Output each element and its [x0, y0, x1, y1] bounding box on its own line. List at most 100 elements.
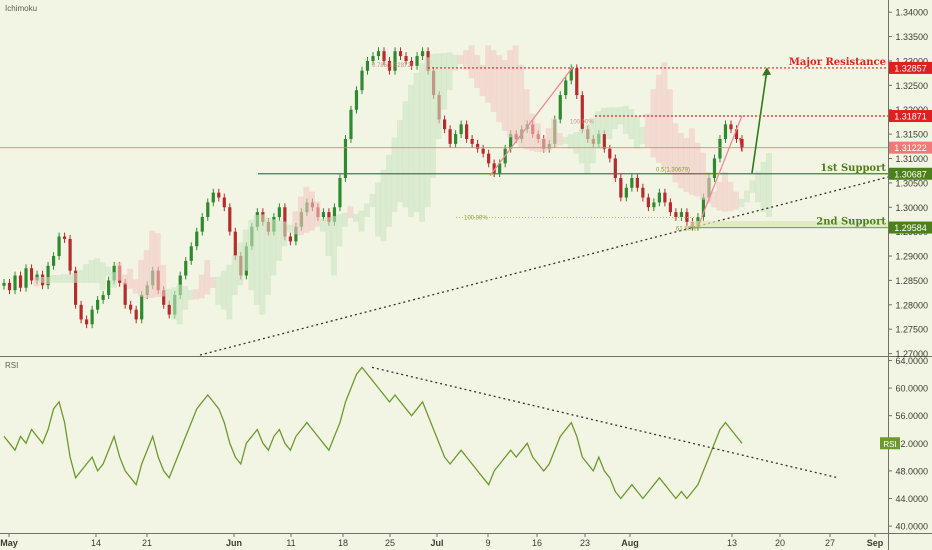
price-tick-label: 1.28500	[895, 276, 928, 286]
candle-body	[96, 299, 100, 310]
price-tick-label: 1.33500	[895, 32, 928, 42]
ichimoku-cloud-segment	[198, 274, 205, 299]
ichimoku-cloud-segment	[270, 219, 277, 276]
ichimoku-cloud-segment	[694, 142, 701, 197]
candle-body	[376, 51, 381, 57]
ichimoku-cloud-segment	[463, 50, 470, 70]
fib-label: 100.00%	[464, 215, 488, 221]
major-resistance-label: Major Resistance	[789, 57, 886, 68]
ichimoku-cloud-segment	[275, 220, 282, 261]
ichimoku-cloud-segment	[226, 264, 233, 320]
ichimoku-cloud-segment	[540, 138, 547, 152]
candle-body	[327, 212, 331, 222]
level-price-tag	[889, 141, 932, 154]
ichimoku-cloud-segment	[622, 105, 629, 135]
candle-body	[387, 60, 392, 71]
candle-body	[679, 212, 684, 218]
ichimoku-cloud-segment	[749, 180, 756, 193]
ichimoku-cloud-segment	[468, 45, 475, 79]
ichimoku-cloud-segment	[187, 290, 194, 300]
ichimoku-cloud-segment	[88, 260, 95, 283]
ichimoku-cloud-segment	[507, 50, 514, 138]
indicator-label: Ichimoku	[5, 4, 37, 13]
level-price-tag-text: 1.31871	[894, 112, 927, 122]
ichimoku-cloud-segment	[341, 212, 348, 227]
price-tick-label: 1.31500	[895, 130, 928, 140]
ichimoku-cloud-segment	[99, 262, 106, 291]
ichimoku-cloud-segment	[556, 133, 563, 146]
rsi-line	[3, 366, 743, 500]
ichimoku-cloud-segment	[545, 128, 552, 151]
fib-label: 100.00%	[570, 119, 594, 125]
ichimoku-cloud-segment	[732, 191, 739, 210]
candle-body	[718, 138, 722, 159]
ichimoku-cloud-segment	[661, 62, 668, 169]
ichimoku-cloud-segment	[534, 123, 541, 152]
ichimoku-cloud-segment	[716, 181, 723, 211]
ichimoku-cloud-segment	[397, 120, 404, 203]
ichimoku-cloud-segment	[44, 276, 51, 285]
candle-body	[663, 192, 667, 203]
candle-body	[360, 70, 364, 91]
candle-body	[222, 197, 226, 208]
level-price-tag	[889, 221, 932, 234]
ichimoku-cloud-segment	[171, 287, 178, 320]
x-tick-label: 14	[91, 538, 101, 548]
first-support-label: 1st Support	[820, 163, 886, 174]
ichimoku-cloud-segment	[578, 128, 585, 164]
ichimoku-cloud-segment	[650, 89, 657, 158]
price-tick-label: 1.27500	[895, 325, 928, 335]
candle-body	[641, 187, 645, 198]
level-price-tag-text: 1.30687	[894, 169, 927, 179]
projection-arrowhead	[762, 67, 771, 76]
candle-body	[123, 282, 127, 305]
ichimoku-cloud-segment	[363, 203, 370, 218]
candle-body	[465, 124, 469, 139]
ichimoku-cloud-segment	[672, 123, 679, 183]
ichimoku-cloud-segment	[358, 210, 365, 232]
candle-body	[448, 129, 452, 144]
ichimoku-cloud-segment	[248, 219, 255, 291]
ichimoku-cloud-segment	[72, 273, 79, 283]
candle-body	[195, 231, 199, 247]
candle-body	[575, 68, 579, 96]
candle-body	[712, 158, 717, 178]
ichimoku-cloud-segment	[628, 109, 635, 139]
ichimoku-cloud-segment	[160, 264, 167, 297]
ichimoku-cloud-segment	[209, 276, 216, 288]
ichimoku-cloud-segment	[204, 259, 211, 295]
ichimoku-cloud-segment	[573, 132, 580, 154]
ichimoku-cloud-segment	[138, 259, 145, 297]
ichimoku-cloud-segment	[479, 64, 486, 97]
ichimoku-cloud-segment	[385, 154, 392, 227]
candle-body	[162, 290, 166, 305]
candle-body	[228, 207, 232, 232]
level-price-tag-text: 1.32857	[894, 63, 927, 73]
candle-body	[470, 138, 474, 144]
x-tick-label: Jul	[430, 538, 443, 548]
candle-body	[580, 95, 584, 130]
ichimoku-cloud-segment	[738, 198, 745, 208]
ichimoku-cloud-segment	[61, 274, 68, 283]
candle-body	[68, 238, 72, 271]
ichimoku-cloud-segment	[606, 107, 613, 139]
candle-body	[129, 304, 133, 310]
ichimoku-cloud-segment	[529, 113, 536, 151]
candle-body	[288, 236, 292, 242]
candle-body	[409, 60, 414, 66]
ichimoku-cloud-segment	[242, 229, 249, 271]
candle-body	[371, 56, 375, 61]
x-tick-label: 9	[485, 538, 490, 548]
candle-body	[498, 163, 502, 174]
ichimoku-cloud-segment	[523, 89, 530, 150]
candle-body	[624, 187, 628, 198]
candle-body	[46, 265, 50, 286]
ichimoku-cloud-segment	[193, 289, 200, 300]
candle-body	[2, 282, 6, 286]
candle-body	[332, 207, 337, 222]
candle-body	[608, 148, 612, 159]
ichimoku-cloud-segment	[281, 221, 288, 247]
candle-body	[569, 68, 573, 81]
candle-body	[398, 51, 403, 57]
